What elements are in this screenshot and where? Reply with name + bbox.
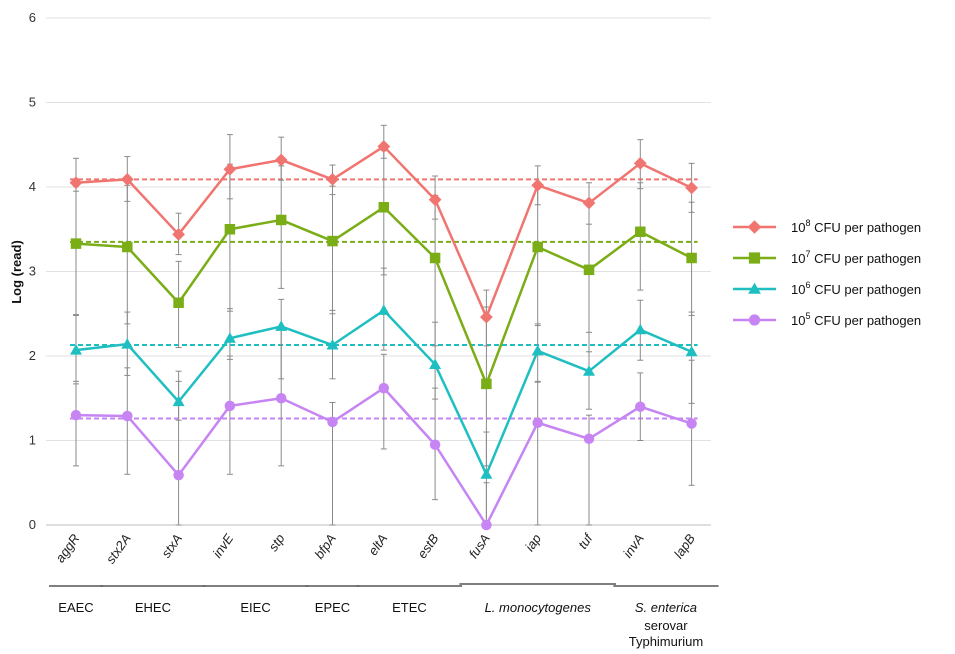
legend: 108 CFU per pathogen 107 CFU per pathogen… (733, 218, 921, 328)
x-tick-label: lapB (671, 531, 698, 561)
data-point (70, 344, 82, 355)
y-tick-label: 3 (29, 264, 36, 279)
data-point (583, 365, 595, 376)
data-point (326, 173, 339, 186)
y-tick-label: 0 (29, 517, 36, 532)
data-point (747, 220, 762, 234)
data-point (429, 358, 442, 369)
data-point (481, 378, 492, 390)
data-point (172, 227, 185, 241)
x-tick-label: estB (414, 531, 441, 561)
data-point (378, 202, 390, 213)
data-point (274, 153, 288, 167)
data-point (70, 409, 82, 421)
group-label: EHEC (135, 600, 171, 615)
data-point (685, 181, 698, 195)
x-tick-label: invE (210, 531, 237, 561)
y-axis-label: Log (read) (9, 240, 24, 304)
data-point (223, 162, 237, 176)
x-tick-label: bfpA (311, 531, 339, 562)
group-label-line: Typhimurium (629, 634, 703, 649)
x-axis-category-labels: aggR stx2A stxA invE stp bfpA eltA estB fusA iap t… (52, 530, 698, 566)
x-tick-label: eltA (365, 531, 390, 558)
data-point (532, 417, 543, 429)
legend-label: 105 CFU per pathogen (791, 311, 921, 328)
pathogen-group-labels: EAEC EHEC EIEC EPEC ETEC L. monocytogenes S. e… (49, 583, 719, 649)
data-point (122, 241, 133, 253)
data-point (428, 193, 442, 207)
y-tick-label: 5 (29, 95, 36, 110)
data-point (532, 241, 543, 253)
data-point (635, 401, 646, 412)
series-markers (69, 140, 698, 531)
x-tick-label: stp (265, 531, 287, 554)
data-point (531, 178, 545, 192)
error-bars (73, 124, 695, 526)
data-point (173, 297, 184, 309)
y-tick-label: 4 (29, 179, 36, 194)
data-point (748, 252, 761, 264)
data-point (223, 332, 236, 343)
data-point (378, 382, 390, 394)
data-point (634, 323, 647, 335)
x-tick-label: iap (522, 531, 544, 554)
data-point (327, 235, 338, 247)
data-point (326, 339, 339, 350)
data-point (686, 418, 697, 429)
x-tick-label: invA (620, 531, 647, 560)
group-label-line: serovar (644, 618, 688, 633)
data-point (635, 226, 646, 238)
group-label: ETEC (392, 600, 427, 615)
data-point (327, 416, 338, 428)
x-tick-label: stx2A (103, 531, 134, 566)
data-point (224, 400, 236, 412)
group-label: EAEC (58, 600, 93, 615)
data-point (633, 156, 647, 170)
legend-label: 107 CFU per pathogen (791, 249, 921, 266)
data-point (583, 264, 595, 276)
data-point (429, 252, 441, 264)
data-point (173, 469, 184, 481)
data-point (686, 252, 697, 264)
data-point (275, 320, 288, 331)
data-point (121, 338, 134, 349)
data-point (70, 238, 82, 249)
x-tick-label: aggR (52, 531, 82, 565)
data-point (120, 173, 134, 186)
data-point (172, 395, 185, 407)
legend-label: 106 CFU per pathogen (791, 280, 921, 297)
data-point (582, 196, 596, 210)
x-tick-label: stxA (158, 531, 185, 560)
grid-lines (46, 17, 711, 526)
y-tick-label: 1 (29, 433, 36, 448)
data-point (748, 314, 761, 326)
group-label: EIEC (240, 600, 270, 615)
y-tick-label: 6 (29, 10, 36, 25)
data-point (69, 176, 83, 190)
group-label: S. enterica (635, 600, 697, 615)
data-point (224, 224, 236, 235)
data-point (685, 345, 698, 357)
data-point (429, 439, 441, 450)
data-point (480, 468, 493, 479)
x-tick-label: fusA (466, 531, 493, 561)
data-point (531, 344, 544, 356)
data-point (122, 410, 133, 422)
group-label: L. monocytogenes (485, 600, 592, 615)
group-label: EPEC (315, 600, 350, 615)
data-point (748, 282, 761, 294)
y-axis-ticks: 0 1 2 3 4 5 6 (29, 10, 36, 532)
data-point (377, 304, 390, 315)
data-point (481, 519, 492, 531)
data-point (583, 433, 595, 445)
data-point (275, 393, 287, 404)
y-tick-label: 2 (29, 348, 36, 363)
data-point (480, 310, 493, 324)
data-point (377, 140, 391, 153)
x-tick-label: tuf (575, 530, 596, 552)
legend-label: 108 CFU per pathogen (791, 218, 921, 235)
data-point (275, 214, 287, 226)
